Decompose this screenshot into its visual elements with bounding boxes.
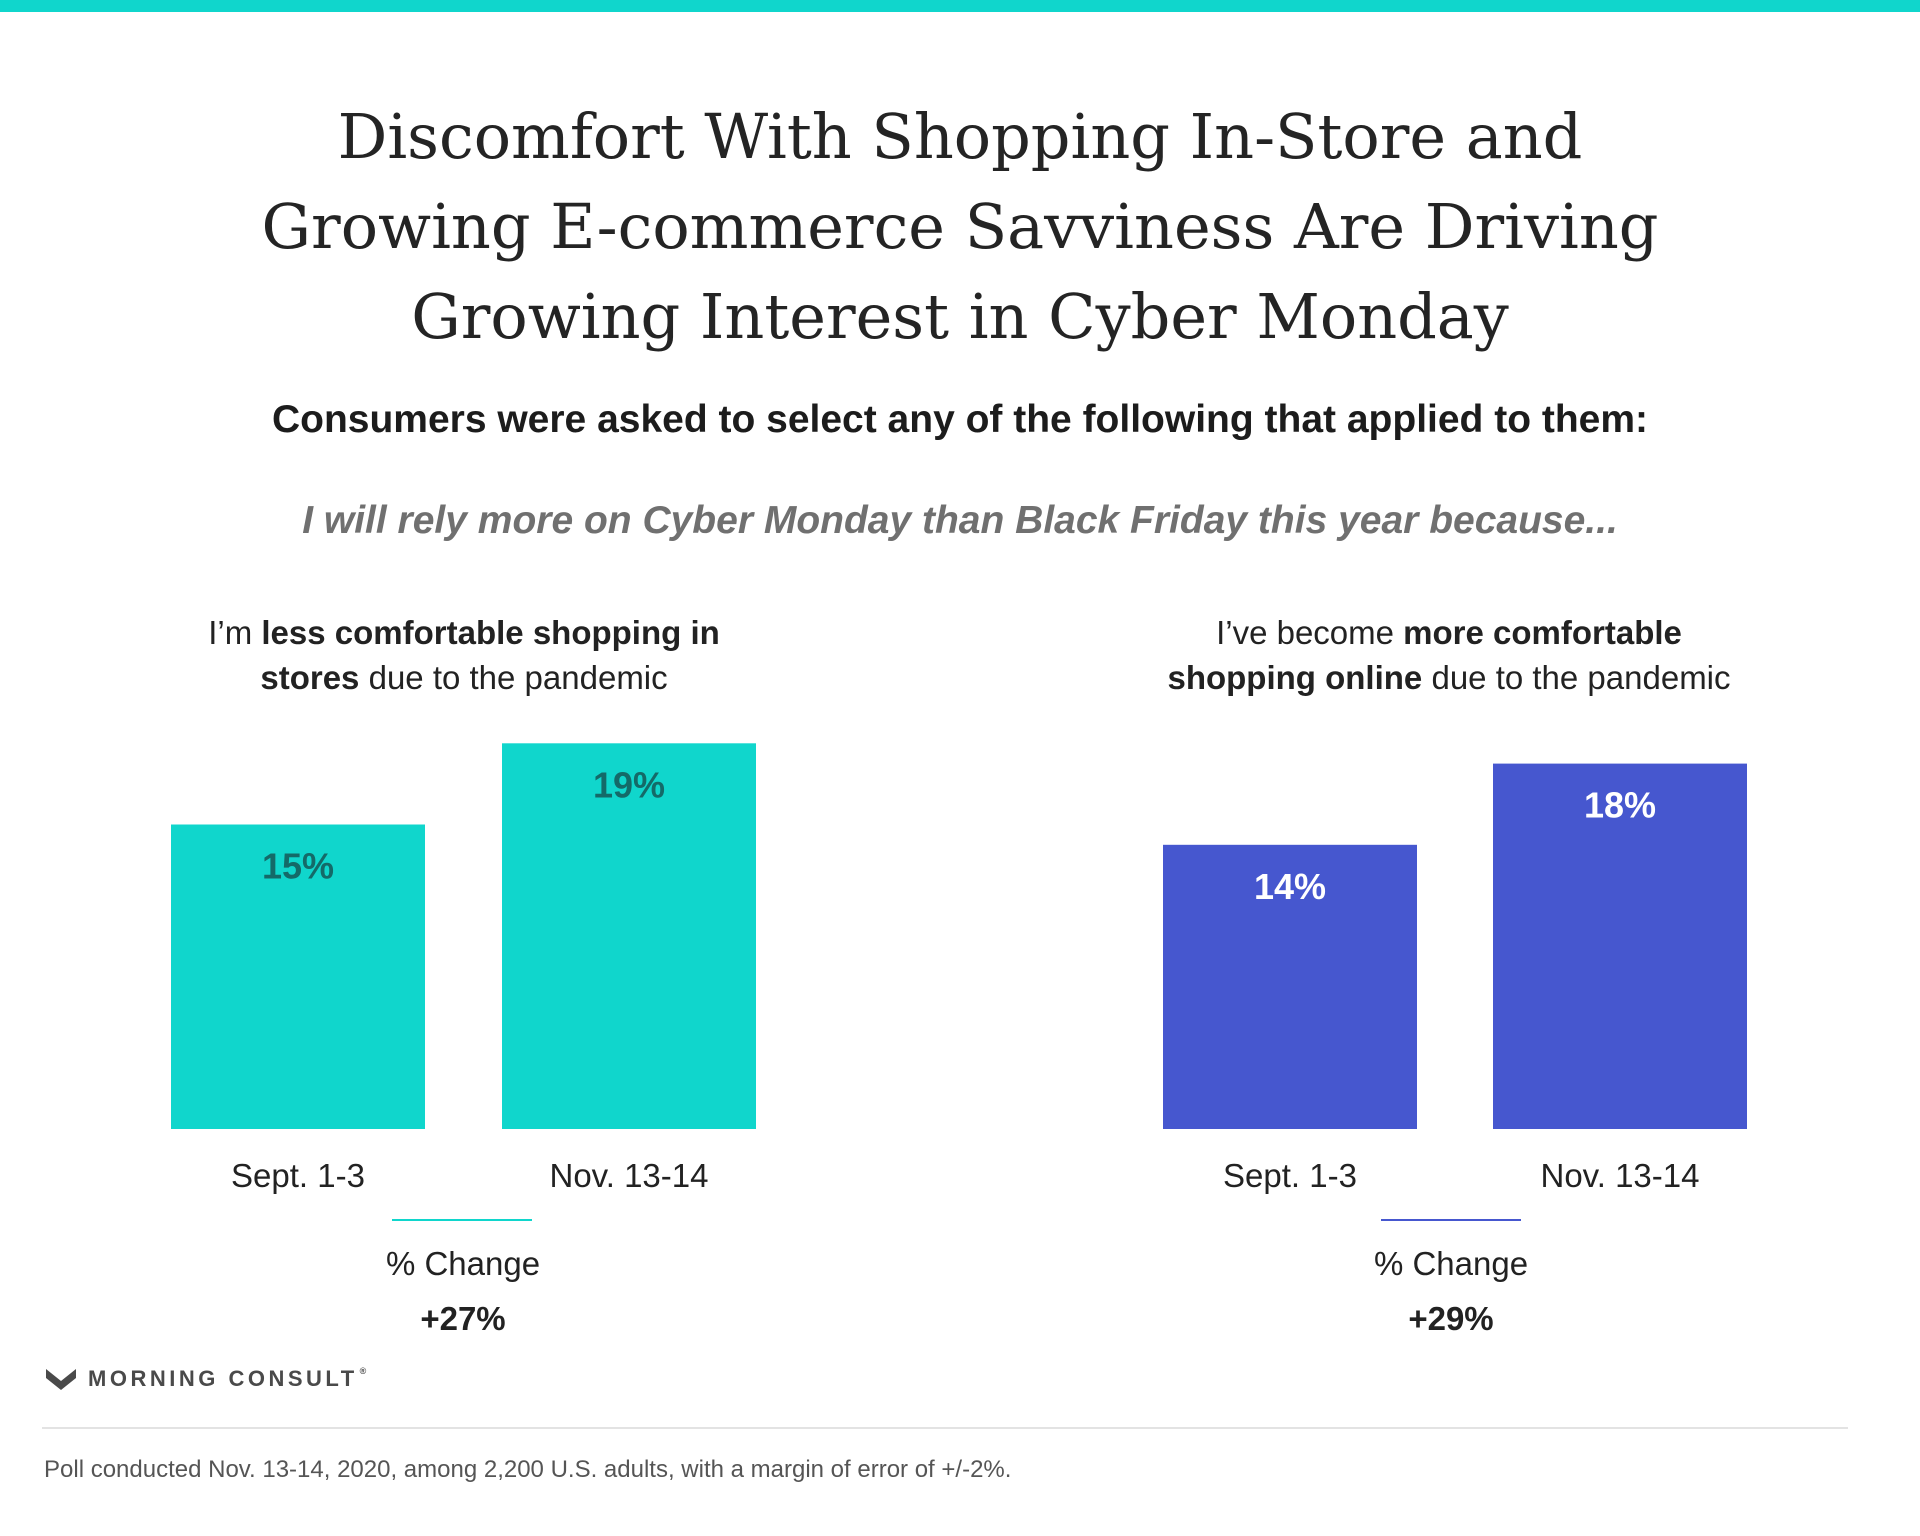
panel-title-right-line-1: I’ve become more comfortable [1069, 610, 1829, 655]
question-prompt: I will rely more on Cyber Monday than Bl… [302, 499, 1618, 542]
bar-value-label: 18% [1584, 785, 1656, 826]
change-value-right: +29% [1408, 1300, 1494, 1337]
bar-left-1 [171, 824, 425, 1129]
title-line-1: Discomfort With Shopping In-Store and [337, 100, 1583, 173]
top-accent-bar [0, 0, 1920, 12]
bar-right-1 [1163, 844, 1417, 1129]
footnote: Poll conducted Nov. 13-14, 2020, among 2… [44, 1456, 1012, 1483]
panel-title-text: I’ve become [1216, 614, 1404, 651]
panel-title-emphasis: less comfortable shopping in [261, 614, 720, 651]
footer-divider [42, 1427, 1848, 1429]
brand-mark-icon [46, 1369, 76, 1390]
category-label: Nov. 13-14 [550, 1157, 709, 1194]
panel-title-text: due to the pandemic [1422, 659, 1731, 696]
panel-title-left: I’m less comfortable shopping in stores … [84, 610, 844, 700]
panel-title-emphasis: shopping online [1167, 659, 1423, 696]
panel-title-emphasis: more comfortable [1403, 614, 1682, 651]
panel-title-right-line-2: shopping online due to the pandemic [1069, 655, 1829, 700]
morning-consult-logo: MORNING CONSULT ® [46, 1366, 370, 1392]
panel-title-text: due to the pandemic [359, 659, 668, 696]
bar-value-label: 14% [1254, 866, 1326, 907]
panel-title-left-line-2: stores due to the pandemic [84, 655, 844, 700]
title-line-2: Growing E-commerce Savviness Are Driving [261, 190, 1659, 263]
brand-name: MORNING CONSULT ® [88, 1366, 370, 1392]
panel-title-emphasis: stores [260, 659, 360, 696]
category-label: Sept. 1-3 [1223, 1157, 1357, 1194]
brand-name-text: MORNING CONSULT [88, 1366, 358, 1391]
change-label-left: % Change [385, 1245, 541, 1282]
category-label: Sept. 1-3 [231, 1157, 365, 1194]
panel-title-text: I’m [208, 614, 262, 651]
page-title: Discomfort With Shopping In-Store and Gr… [160, 92, 1760, 362]
panel-title-left-line-1: I’m less comfortable shopping in [84, 610, 844, 655]
bar-right-2 [1493, 763, 1747, 1129]
change-value-left: +27% [420, 1300, 506, 1337]
registered-mark: ® [359, 1366, 370, 1376]
title-line-3: Growing Interest in Cyber Monday [411, 280, 1509, 353]
change-label-right: % Change [1373, 1245, 1529, 1282]
subtitle: Consumers were asked to select any of th… [271, 398, 1649, 441]
category-label: Nov. 13-14 [1541, 1157, 1700, 1194]
bar-value-label: 19% [593, 764, 665, 805]
bar-value-label: 15% [262, 846, 334, 887]
panel-title-right: I’ve become more comfortable shopping on… [1069, 610, 1829, 700]
bar-left-2 [502, 743, 756, 1129]
